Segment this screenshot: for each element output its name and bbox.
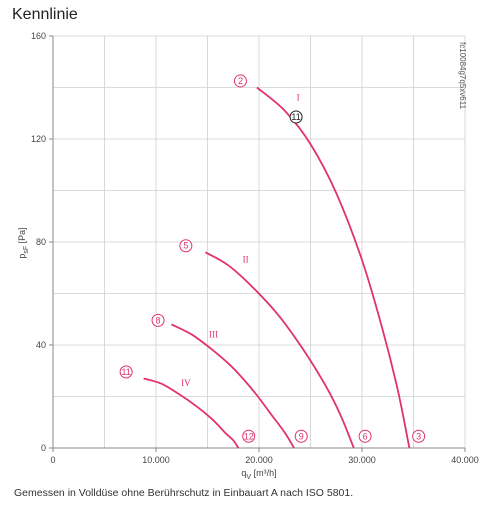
curve-iii bbox=[171, 323, 295, 449]
x-axis-label: qV [m³/h] bbox=[241, 468, 276, 480]
curve-ii bbox=[204, 251, 355, 449]
chart-curves bbox=[143, 86, 411, 449]
chart-ticks: 0 10.000 20.000 30.000 40.000 0 40 80 120 160 bbox=[31, 31, 479, 465]
operating-point-marker bbox=[289, 110, 303, 124]
curve-label: IV bbox=[181, 378, 191, 388]
operating-point-marker bbox=[412, 429, 426, 443]
operating-point-label: 3 bbox=[416, 431, 421, 441]
operating-point-label: 9 bbox=[299, 431, 304, 441]
curve-iv bbox=[143, 377, 240, 449]
curve-label: II bbox=[243, 255, 249, 265]
operating-point-marker bbox=[358, 429, 372, 443]
curve-label: III bbox=[209, 329, 218, 339]
operating-point-marker bbox=[119, 365, 133, 379]
operating-point-label: 6 bbox=[363, 431, 368, 441]
operating-point-marker bbox=[242, 429, 256, 443]
chart-grid bbox=[52, 35, 466, 449]
y-tick-label: 0 bbox=[41, 443, 46, 453]
x-tick-label: 10.000 bbox=[142, 455, 170, 465]
operating-point-label: 11 bbox=[291, 112, 300, 122]
operating-point-label: 5 bbox=[183, 241, 188, 251]
operating-point-marker bbox=[294, 429, 308, 443]
page-title: Kennlinie bbox=[12, 6, 78, 23]
curve-i bbox=[256, 86, 411, 449]
x-tick-label: 0 bbox=[50, 455, 55, 465]
reference-code: fc10084g7q5xv611 bbox=[458, 42, 467, 110]
operating-point-label: 12 bbox=[244, 431, 254, 441]
x-tick-label: 20.000 bbox=[245, 455, 273, 465]
operating-point-label: 8 bbox=[156, 315, 161, 325]
operating-point-marker bbox=[179, 239, 193, 253]
operating-point-label: 2 bbox=[238, 76, 243, 86]
operating-point-marker bbox=[233, 74, 247, 88]
y-tick-label: 120 bbox=[31, 134, 46, 144]
y-tick-label: 160 bbox=[31, 31, 46, 41]
y-tick-label: 40 bbox=[36, 340, 46, 350]
curve-label: I bbox=[297, 92, 300, 102]
operating-points: 2 11 5 8 11 12 9 6 3 bbox=[119, 74, 426, 443]
measurement-caption: Gemessen in Volldüse ohne Berührschutz i… bbox=[14, 487, 354, 499]
y-axis-label: psF [Pa] bbox=[17, 227, 30, 258]
operating-point-marker bbox=[151, 313, 165, 327]
x-tick-label: 40.000 bbox=[451, 455, 479, 465]
operating-point-label: 11 bbox=[121, 367, 130, 377]
x-tick-label: 30.000 bbox=[348, 455, 376, 465]
y-tick-label: 80 bbox=[36, 237, 46, 247]
